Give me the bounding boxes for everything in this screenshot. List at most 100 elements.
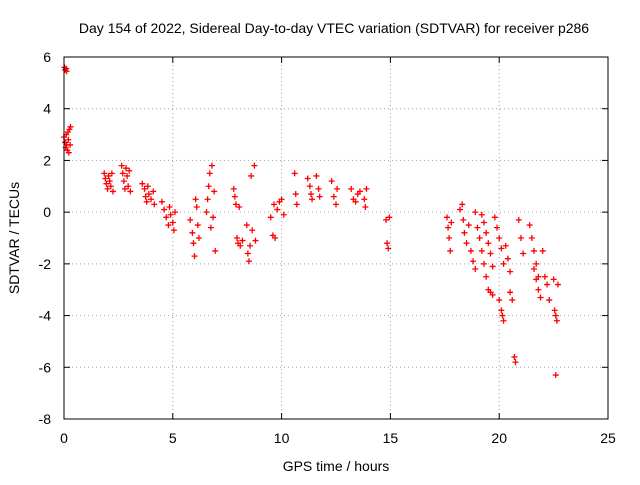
data-point <box>108 170 115 177</box>
data-point <box>150 188 157 195</box>
data-point <box>236 203 243 210</box>
y-axis-label: SDTVAR / TECUs <box>6 182 22 294</box>
data-point <box>361 196 368 203</box>
data-point <box>123 165 130 172</box>
data-point <box>333 201 339 208</box>
data-point <box>109 188 116 195</box>
data-point <box>237 242 244 249</box>
data-point <box>448 219 455 226</box>
data-point <box>194 222 201 229</box>
data-point <box>447 247 454 254</box>
data-point <box>67 123 74 130</box>
data-point <box>63 68 70 75</box>
data-point <box>231 193 238 200</box>
data-point <box>189 229 196 236</box>
data-point <box>232 201 239 208</box>
axis-ticks <box>63 56 609 420</box>
data-point <box>487 250 494 257</box>
data-point <box>459 201 466 208</box>
data-point <box>446 235 453 241</box>
data-point <box>233 235 240 241</box>
y-tick-label: -8 <box>39 411 52 427</box>
data-point <box>170 227 177 234</box>
y-tick-label: 2 <box>43 152 51 168</box>
data-point <box>551 307 558 314</box>
data-point <box>309 196 316 203</box>
data-point <box>145 191 152 198</box>
data-point <box>480 260 487 267</box>
data-point <box>293 201 300 208</box>
x-tick-label: 10 <box>274 430 290 446</box>
data-point <box>141 185 148 192</box>
data-point <box>252 237 259 244</box>
data-point <box>274 206 281 213</box>
x-tick-label: 5 <box>169 430 177 446</box>
data-point <box>245 258 252 265</box>
data-point <box>212 247 219 254</box>
data-point <box>478 211 485 218</box>
grid <box>64 57 608 419</box>
data-point <box>460 216 467 223</box>
data-point <box>384 240 391 247</box>
data-point <box>142 193 149 200</box>
data-point <box>507 268 514 275</box>
data-point <box>206 170 213 177</box>
data-point <box>243 222 250 229</box>
data-point <box>124 172 131 179</box>
data-point <box>239 237 246 244</box>
data-point <box>533 260 540 267</box>
data-point <box>65 136 72 143</box>
data-point <box>65 149 72 156</box>
data-point <box>193 203 200 210</box>
data-point <box>463 240 470 247</box>
data-point <box>251 162 258 169</box>
data-point <box>163 214 170 221</box>
data-point <box>315 185 322 192</box>
data-point <box>352 198 359 205</box>
data-point <box>195 235 202 241</box>
data-point <box>119 170 126 177</box>
data-point <box>334 185 341 192</box>
data-point <box>550 276 557 283</box>
data-point <box>504 255 511 262</box>
y-tick-label: 0 <box>43 204 51 220</box>
data-point <box>494 224 501 231</box>
data-point <box>292 191 299 198</box>
data-point <box>491 214 498 221</box>
data-point <box>171 209 178 216</box>
data-point <box>205 183 212 190</box>
data-point <box>348 185 355 192</box>
data-point <box>500 317 507 324</box>
data-point <box>465 222 472 229</box>
data-point <box>203 209 210 216</box>
data-point <box>485 240 492 247</box>
data-point <box>306 183 313 190</box>
data-point <box>247 242 254 249</box>
plot-frame <box>63 56 609 420</box>
data-point <box>121 185 128 192</box>
data-point <box>165 222 172 229</box>
data-point <box>211 188 218 195</box>
data-point <box>313 172 320 179</box>
data-point <box>496 235 503 241</box>
data-point <box>143 198 150 205</box>
data-point <box>470 258 477 265</box>
data-point <box>161 206 168 213</box>
data-point <box>383 216 390 223</box>
data-point <box>230 185 237 192</box>
data-point <box>499 312 506 319</box>
data-point <box>531 247 538 254</box>
data-point <box>476 235 483 241</box>
data-point <box>467 247 474 254</box>
data-point <box>267 214 274 221</box>
data-point <box>330 193 337 200</box>
data-point <box>191 253 198 260</box>
data-point <box>139 180 146 187</box>
x-axis-label: GPS time / hours <box>283 458 390 474</box>
data-point <box>328 178 335 185</box>
data-point <box>280 211 287 218</box>
data-point <box>192 196 199 203</box>
data-point <box>489 291 496 298</box>
data-point <box>244 250 251 257</box>
data-point <box>478 247 485 254</box>
